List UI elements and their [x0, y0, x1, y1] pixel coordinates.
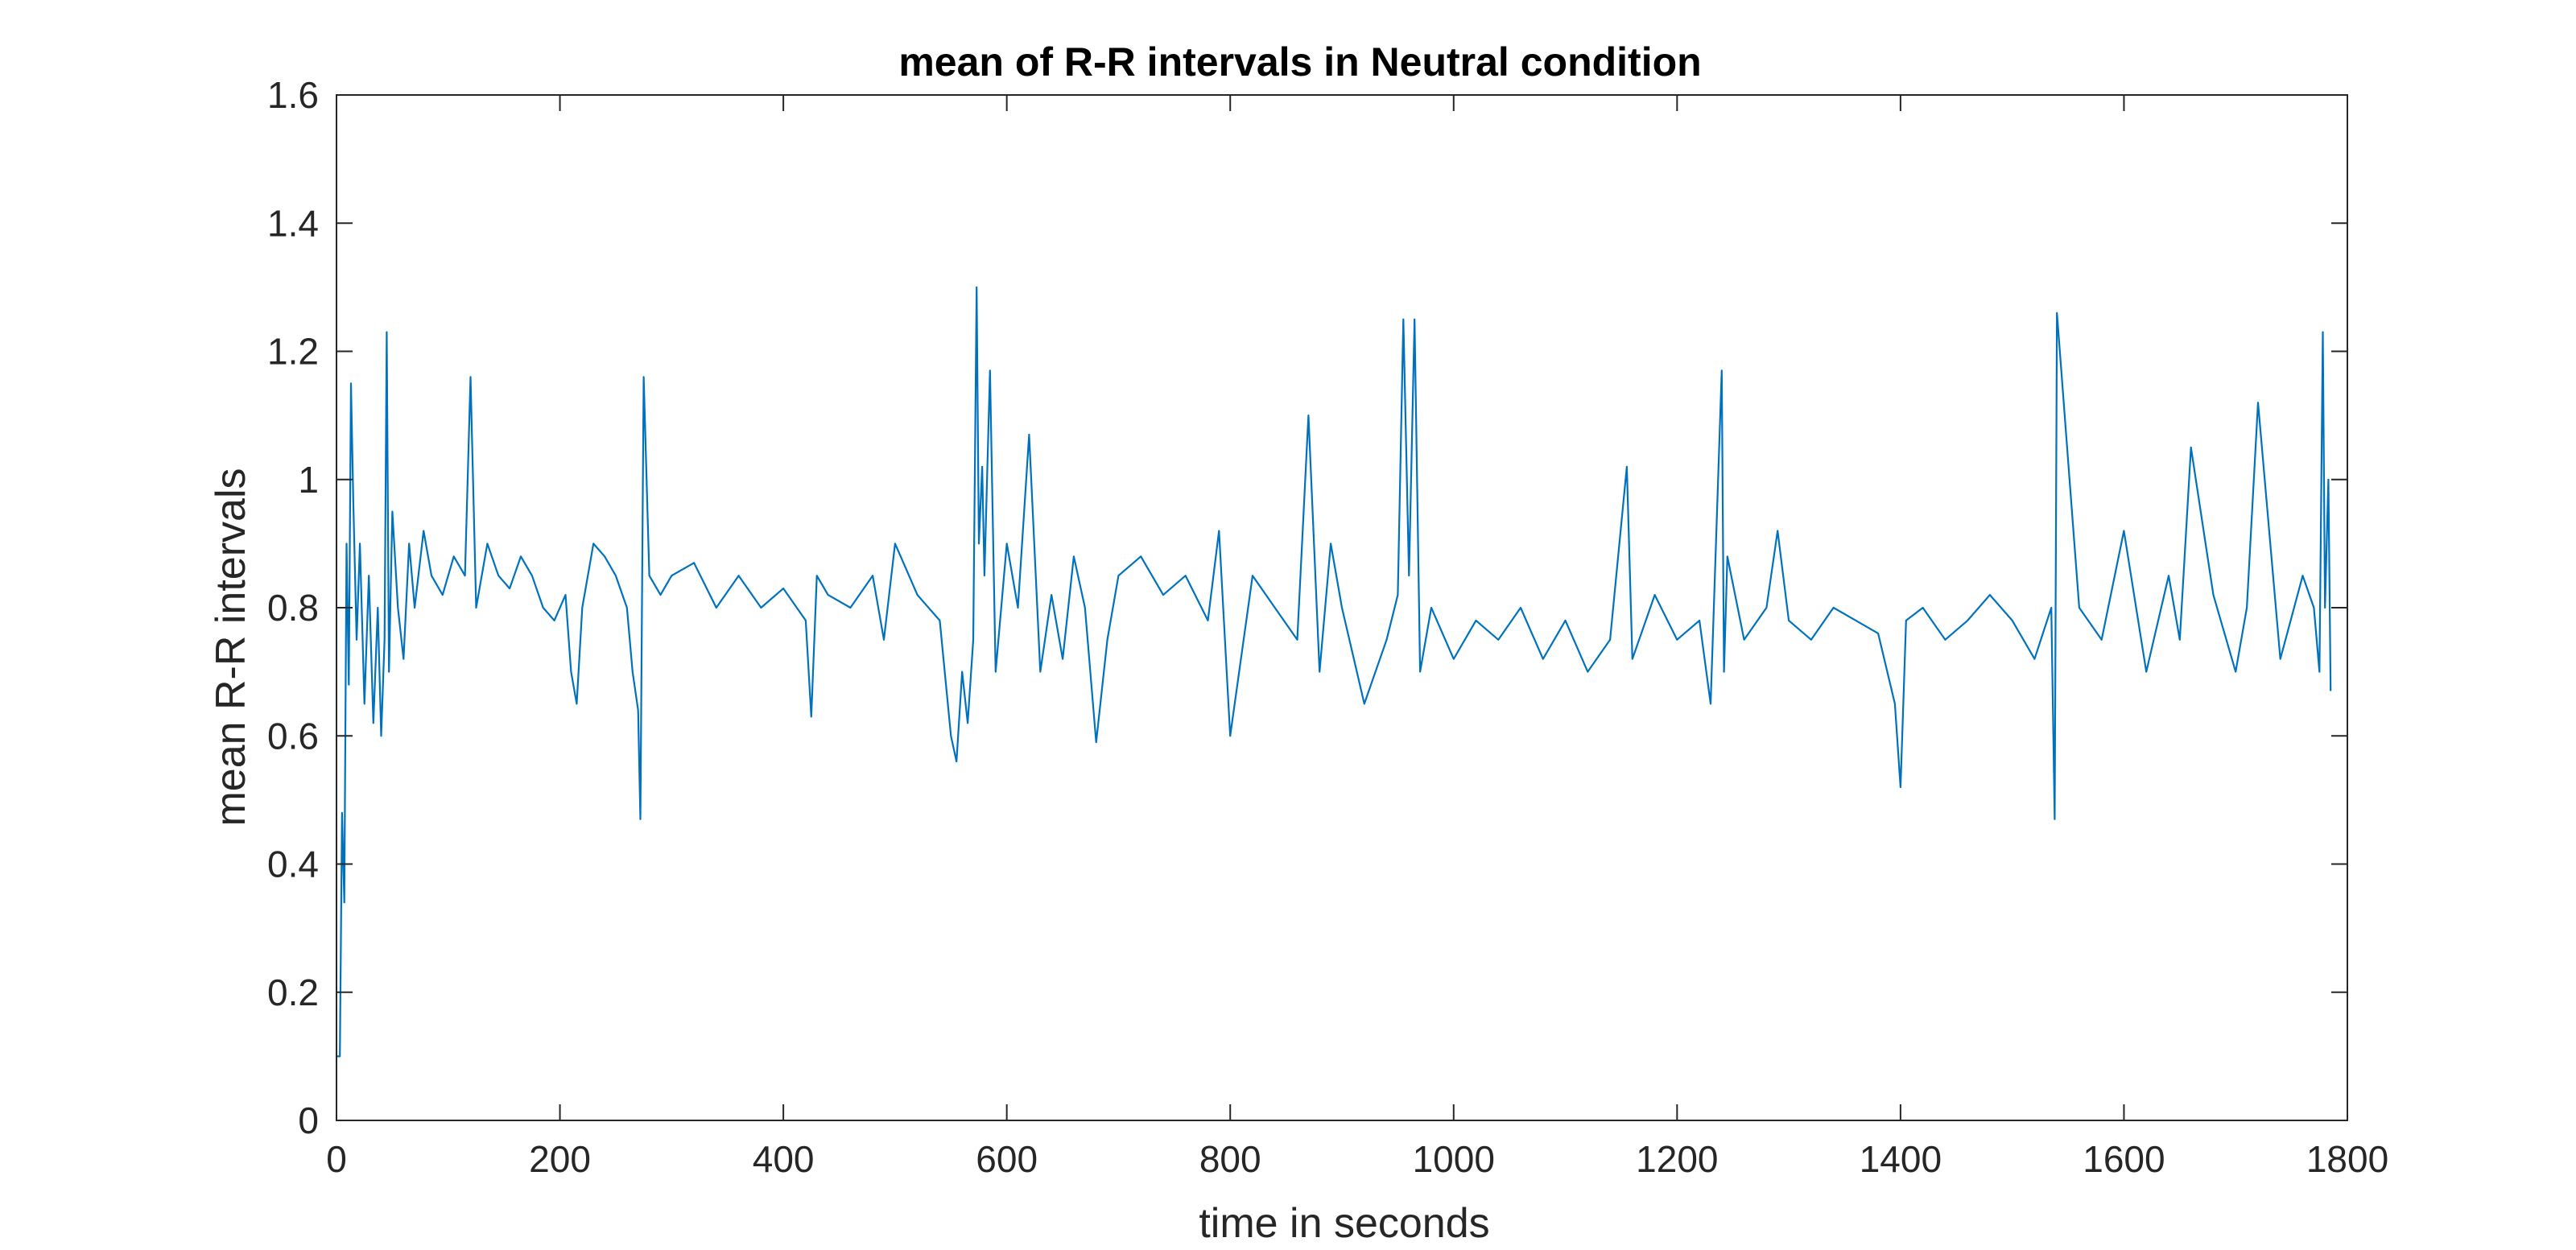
- y-axis-label: mean R-R intervals: [208, 468, 254, 826]
- x-axis-label: time in seconds: [1199, 1200, 1489, 1247]
- series-line-0: [336, 286, 2332, 1058]
- chart-title: mean of R-R intervals in Neutral conditi…: [898, 39, 1701, 85]
- y-tick-label: 1: [298, 459, 319, 501]
- x-tick-label: 1400: [1860, 1138, 1942, 1180]
- y-tick-label: 1.4: [267, 202, 319, 244]
- x-tick-label: 200: [529, 1138, 591, 1180]
- y-tick-label: 1.6: [267, 74, 319, 116]
- y-tick-label: 0.4: [267, 844, 319, 885]
- y-tick-label: 0.2: [267, 972, 319, 1013]
- y-tick-label: 1.2: [267, 331, 319, 373]
- y-tick-label: 0: [298, 1099, 319, 1141]
- x-tick-label: 600: [976, 1138, 1038, 1180]
- x-tick-label: 1000: [1413, 1138, 1495, 1180]
- y-tick-label: 0.6: [267, 715, 319, 757]
- x-tick-label: 800: [1199, 1138, 1261, 1180]
- x-tick-label: 0: [326, 1138, 347, 1180]
- x-tick-label: 1800: [2306, 1138, 2388, 1180]
- x-tick-label: 400: [753, 1138, 815, 1180]
- x-tick-label: 1200: [1636, 1138, 1718, 1180]
- y-tick-label: 0.8: [267, 587, 319, 629]
- x-tick-label: 1600: [2083, 1138, 2165, 1180]
